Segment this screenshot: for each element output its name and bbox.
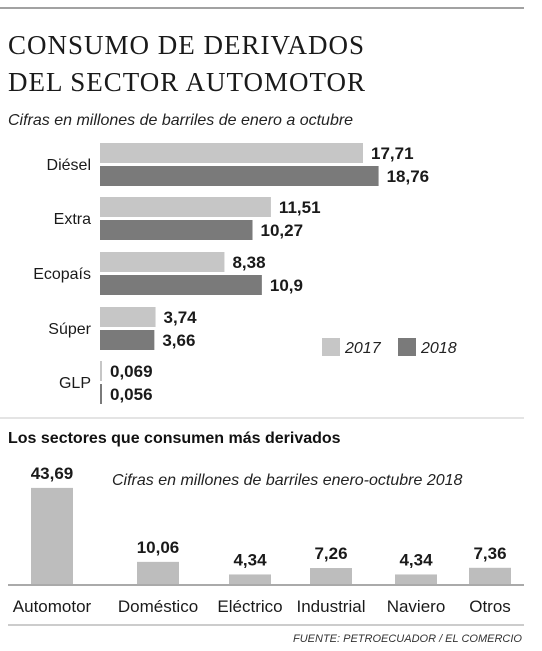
value-label: 0,069 [110,362,153,381]
bar-2017 [100,307,156,327]
legend-label-2017: 2017 [344,340,382,357]
bar-2017 [100,143,363,163]
sector-value-label: 10,06 [137,538,180,557]
sector-bar [310,568,352,584]
chart-subtitle: Cifras en millones de barriles de enero … [8,112,353,129]
sector-category-label: Naviero [387,597,446,616]
legend-swatch-2017 [322,338,340,356]
sector-category-label: Otros [469,597,511,616]
sector-bar [229,574,271,584]
value-label: 8,38 [232,253,265,272]
sector-bar [31,487,73,584]
sector-bar [137,561,179,584]
sectors-bar-chart: 43,69 Automotor 10,06 Doméstico 4,34 Eléctric… [13,464,511,616]
legend-label-2018: 2018 [420,340,457,357]
bar-2017 [100,361,102,381]
legend: 2017 2018 [322,338,457,357]
category-label: GLP [59,375,91,392]
sector-value-label: 4,34 [233,550,267,569]
sector-category-label: Automotor [13,597,92,616]
bar-2018 [100,330,155,350]
sector-bar [395,574,437,584]
derivatives-bar-chart: Diésel 17,71 18,76 Extra 11,51 10,27 Ecopaís 8,… [33,143,429,404]
sector-value-label: 4,34 [399,550,433,569]
bar-2018 [100,384,102,404]
bar-2018 [100,220,253,240]
sectors-title: Los sectores que consumen más derivados [8,430,341,447]
value-label: 10,9 [270,276,303,295]
value-label: 0,056 [110,385,153,404]
sector-value-label: 7,36 [473,544,506,563]
sector-category-label: Doméstico [118,597,198,616]
source-note: FUENTE: PETROECUADOR / EL COMERCIO [293,633,522,645]
value-label: 18,76 [387,167,430,186]
value-label: 3,66 [162,331,195,350]
sector-value-label: 43,69 [31,464,74,483]
value-label: 11,51 [279,198,321,217]
sectors-subtitle: Cifras en millones de barriles enero-oct… [112,472,463,489]
sector-category-label: Eléctrico [217,597,282,616]
category-label: Súper [48,321,91,338]
title-line-2: DEL SECTOR AUTOMOTOR [8,67,366,97]
bar-2018 [100,166,379,186]
value-label: 17,71 [371,144,414,163]
sector-category-label: Industrial [297,597,366,616]
value-label: 10,27 [261,221,304,240]
value-label: 3,74 [164,308,198,327]
category-label: Diésel [47,157,91,174]
category-label: Extra [54,211,91,228]
sector-bar [469,567,511,584]
legend-swatch-2018 [398,338,416,356]
sector-value-label: 7,26 [314,544,347,563]
title-line-1: CONSUMO DE DERIVADOS [8,30,365,60]
bar-2018 [100,275,262,295]
bar-2017 [100,197,271,217]
bar-2017 [100,252,225,272]
category-label: Ecopaís [33,266,91,283]
